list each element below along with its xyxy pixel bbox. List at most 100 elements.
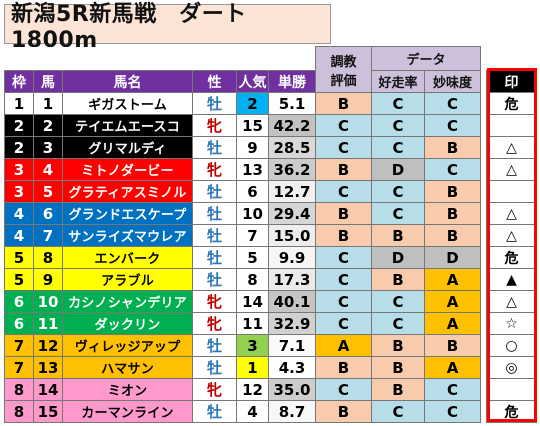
odds-cell: 8.7 xyxy=(268,400,316,423)
sex-cell: 牝 xyxy=(192,378,237,401)
horse-name-cell: カシノシャンデリア xyxy=(62,290,193,313)
popularity-cell: 8 xyxy=(236,268,269,291)
odds-cell: 17.3 xyxy=(268,268,316,291)
popularity-cell: 6 xyxy=(236,180,269,203)
header-training-line2: 評価 xyxy=(330,73,357,89)
gap-cell xyxy=(480,268,487,291)
horse-number-cell: 11 xyxy=(33,312,63,335)
horse-number-cell: 12 xyxy=(33,334,63,357)
sex-cell: 牡 xyxy=(192,224,237,247)
horse-number-cell: 6 xyxy=(33,202,63,225)
sex-cell: 牡 xyxy=(192,356,237,379)
value-rate-cell: A xyxy=(424,356,481,379)
value-rate-cell: A xyxy=(424,268,481,291)
waku-cell: 5 xyxy=(4,246,34,269)
training-eval-cell: C xyxy=(315,114,372,137)
header-data: データ xyxy=(371,46,481,71)
value-rate-cell: B xyxy=(424,180,481,203)
good-rate-cell: B xyxy=(371,268,425,291)
odds-cell: 15.0 xyxy=(268,224,316,247)
popularity-cell: 1 xyxy=(236,356,269,379)
horse-number-cell: 10 xyxy=(33,290,63,313)
mark-cell: ▲ xyxy=(486,268,537,291)
table-row: 3 5 グラティアスミノル牡 6 12.7 C C B xyxy=(4,180,537,203)
waku-cell: 7 xyxy=(4,334,34,357)
sex-cell: 牝 xyxy=(192,312,237,335)
header-training: 調教 評価 xyxy=(315,46,372,93)
value-rate-cell: D xyxy=(424,246,481,269)
mark-cell: 危 xyxy=(486,92,537,115)
waku-cell: 8 xyxy=(4,400,34,423)
mark-cell: ☆ xyxy=(486,312,537,335)
training-eval-cell: C xyxy=(315,268,372,291)
table-row: 4 6 グランドエスケープ牡 10 29.4 B C B △ xyxy=(4,202,537,225)
table-row: 7 13 ハマサン牡 1 4.3 B B A ◎ xyxy=(4,356,537,379)
odds-cell: 4.3 xyxy=(268,356,316,379)
sex-cell: 牡 xyxy=(192,334,237,357)
horse-name-cell: ミトノダービー xyxy=(62,158,193,181)
mark-cell xyxy=(486,114,537,137)
good-rate-cell: C xyxy=(371,290,425,313)
table-row: 4 7 サンライズマウレア牡 7 15.0 B B B △ xyxy=(4,224,537,247)
table-row: 2 2 テイエムエースコ牝 15 42.2 C C C xyxy=(4,114,537,137)
training-eval-cell: B xyxy=(315,356,372,379)
odds-cell: 32.9 xyxy=(268,312,316,335)
mark-cell: ○ xyxy=(486,334,537,357)
gap-cell xyxy=(480,312,487,335)
mark-cell: △ xyxy=(486,224,537,247)
header-training-line1: 調教 xyxy=(330,54,357,70)
sex-cell: 牡 xyxy=(192,180,237,203)
training-eval-cell: C xyxy=(315,180,372,203)
sex-cell: 牝 xyxy=(192,290,237,313)
mark-cell: 危 xyxy=(486,246,537,269)
training-eval-cell: C xyxy=(315,136,372,159)
training-eval-cell: B xyxy=(315,158,372,181)
gap-cell xyxy=(480,378,487,401)
good-rate-cell: D xyxy=(371,158,425,181)
gap-cell xyxy=(480,400,487,423)
horse-number-cell: 4 xyxy=(33,158,63,181)
good-rate-cell: B xyxy=(371,334,425,357)
header-spacer xyxy=(4,46,316,71)
horse-name-cell: ギガストーム xyxy=(62,92,193,115)
horse-name-cell: ハマサン xyxy=(62,356,193,379)
table-row: 5 9 アラブル牡 8 17.3 C B A ▲ xyxy=(4,268,537,291)
header-name: 馬名 xyxy=(62,70,193,93)
horse-name-cell: エンバーク xyxy=(62,246,193,269)
odds-cell: 40.1 xyxy=(268,290,316,313)
gap-cell xyxy=(480,92,487,115)
odds-cell: 9.9 xyxy=(268,246,316,269)
training-eval-cell: A xyxy=(315,334,372,357)
popularity-cell: 9 xyxy=(236,136,269,159)
training-eval-cell: B xyxy=(315,224,372,247)
horse-number-cell: 14 xyxy=(33,378,63,401)
gap-cell xyxy=(480,334,487,357)
training-eval-cell: C xyxy=(315,312,372,335)
good-rate-cell: D xyxy=(371,246,425,269)
value-rate-cell: C xyxy=(424,378,481,401)
table-row: 6 11 ダックリン牝 11 32.9 C C A ☆ xyxy=(4,312,537,335)
value-rate-cell: C xyxy=(424,92,481,115)
mark-cell: △ xyxy=(486,202,537,225)
training-eval-cell: C xyxy=(315,378,372,401)
popularity-cell: 7 xyxy=(236,224,269,247)
sex-cell: 牡 xyxy=(192,136,237,159)
good-rate-cell: C xyxy=(371,180,425,203)
gap-cell xyxy=(480,246,487,269)
good-rate-cell: C xyxy=(371,136,425,159)
waku-cell: 6 xyxy=(4,290,34,313)
good-rate-cell: C xyxy=(371,312,425,335)
waku-cell: 3 xyxy=(4,158,34,181)
popularity-cell: 13 xyxy=(236,158,269,181)
table-row: 1 1 ギガストーム牡 2 5.1 B C C 危 xyxy=(4,92,537,115)
good-rate-cell: C xyxy=(371,202,425,225)
value-rate-cell: C xyxy=(424,400,481,423)
sex-cell: 牡 xyxy=(192,246,237,269)
popularity-cell: 10 xyxy=(236,202,269,225)
header-waku: 枠 xyxy=(4,70,34,93)
waku-cell: 1 xyxy=(4,92,34,115)
value-rate-cell: B xyxy=(424,136,481,159)
popularity-cell: 3 xyxy=(236,334,269,357)
table-row: 5 8 エンバーク牡 5 9.9 C D D 危 xyxy=(4,246,537,269)
horse-name-cell: グリマルディ xyxy=(62,136,193,159)
